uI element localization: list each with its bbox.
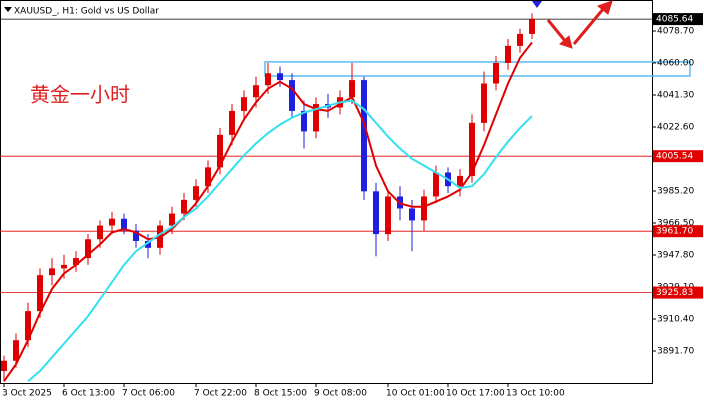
candle-body — [433, 172, 439, 197]
level-label: 4085.64 — [656, 15, 693, 25]
candle-body — [13, 340, 19, 361]
candle-body — [385, 196, 391, 235]
candle-body — [241, 97, 247, 111]
candle-body — [289, 80, 295, 111]
x-tick-label: 6 Oct 13:00 — [62, 389, 115, 399]
chart-title: XAUUSD_, H1: Gold vs US Dollar — [14, 7, 159, 17]
y-tick-label: 4041.30 — [657, 90, 694, 100]
candle-body — [25, 311, 31, 341]
candle-body — [205, 167, 211, 187]
x-tick-label: 10 Oct 01:00 — [386, 389, 445, 399]
candle-body — [529, 19, 535, 34]
x-tick-label: 3 Oct 2025 — [2, 389, 52, 399]
candle-body — [49, 268, 55, 276]
candle-body — [145, 240, 151, 248]
y-tick-label: 3985.20 — [657, 186, 694, 196]
x-tick-label: 8 Oct 15:00 — [254, 389, 307, 399]
price-marker — [532, 1, 542, 8]
candle-body — [121, 218, 127, 231]
y-tick-label: 3891.70 — [657, 346, 694, 356]
x-tick-label: 9 Oct 08:00 — [314, 389, 367, 399]
candle-body — [133, 230, 139, 241]
candle-body — [97, 225, 103, 240]
candle-body — [181, 199, 187, 214]
candle-body — [517, 33, 523, 46]
x-tick-label: 7 Oct 22:00 — [194, 389, 247, 399]
candle-body — [301, 110, 307, 132]
title-icon — [4, 7, 12, 12]
x-tick-label: 10 Oct 17:00 — [446, 389, 505, 399]
candle-body — [469, 122, 475, 176]
moving-average — [27, 99, 533, 383]
arrow-up — [572, 7, 606, 45]
y-tick-label: 4078.70 — [657, 26, 694, 36]
candle-body — [421, 196, 427, 221]
candle-body — [361, 80, 367, 192]
plot-layer — [0, 13, 691, 383]
plot-frame — [0, 0, 653, 384]
level-label-box — [653, 225, 703, 238]
candle-body — [373, 191, 379, 235]
y-tick-label: 3966.50 — [657, 218, 694, 228]
level-label-box — [653, 150, 703, 163]
zone — [264, 61, 691, 77]
candle-body — [37, 275, 43, 312]
level-label-box — [653, 13, 703, 26]
candle-body — [193, 186, 199, 200]
arrows — [546, 0, 613, 49]
candle-body — [229, 110, 235, 135]
x-tick-label: 13 Oct 10:00 — [506, 389, 565, 399]
candle-body — [169, 213, 175, 226]
arrow-head — [559, 35, 573, 49]
level-label: 4005.54 — [656, 152, 693, 162]
candle-body — [61, 264, 67, 269]
candle-body — [277, 73, 283, 81]
y-tick-label: 3910.40 — [657, 314, 694, 324]
candle-body — [349, 80, 355, 98]
level-label: 3961.70 — [656, 227, 693, 237]
annotation: 黄金一小时 — [30, 83, 130, 107]
candle-body — [457, 175, 463, 187]
candle-body — [493, 62, 499, 84]
moving-average — [3, 41, 533, 382]
level-label: 3925.83 — [656, 288, 693, 298]
y-tick-label: 4022.60 — [657, 122, 694, 132]
candle-body — [253, 85, 259, 98]
candle-body — [1, 360, 7, 372]
candle-body — [73, 258, 79, 265]
candle-body — [109, 218, 115, 226]
candle-body — [313, 104, 319, 132]
y-tick-label: 4060.00 — [657, 58, 694, 68]
arrow-down — [546, 19, 568, 43]
x-tick-label: 7 Oct 06:00 — [122, 389, 175, 399]
level-label-box — [653, 286, 703, 299]
candle-body — [505, 45, 511, 63]
y-tick-label: 3947.80 — [657, 250, 694, 260]
candle-body — [217, 134, 223, 168]
candle-body — [481, 83, 487, 123]
candle-body — [85, 239, 91, 259]
arrow-head — [596, 0, 613, 15]
candle-body — [409, 208, 415, 221]
candle-body — [265, 73, 271, 86]
